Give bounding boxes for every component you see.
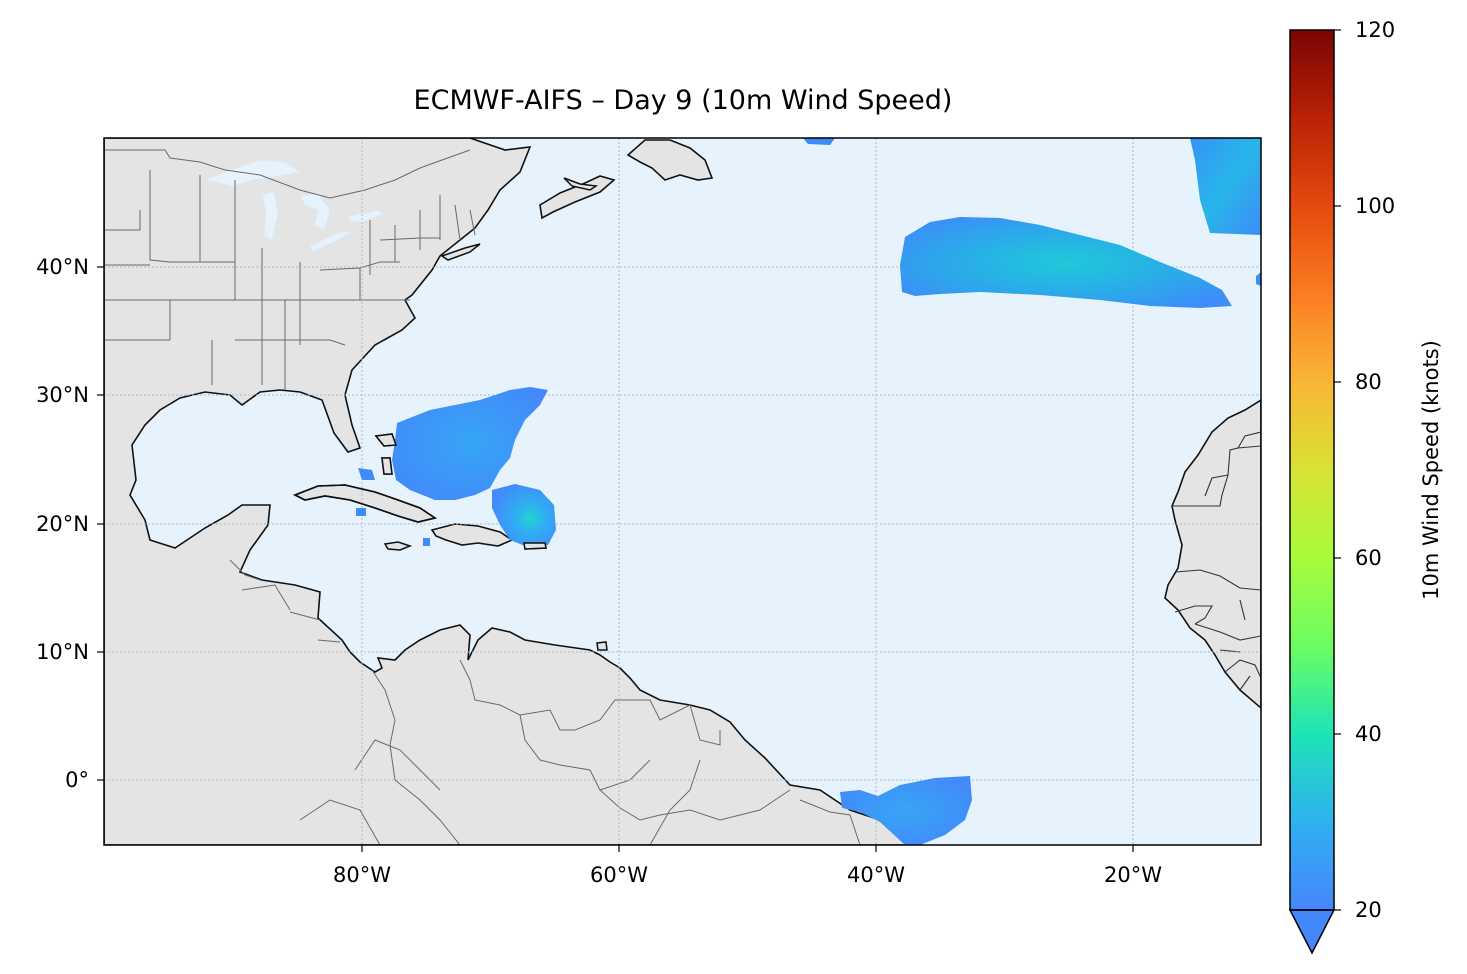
colorbar-frame [1289, 29, 1335, 911]
colorbar-tick-label: 20 [1355, 898, 1382, 922]
x-tick-label: 80°W [333, 863, 391, 887]
wind-region-north-atlantic-jet [900, 217, 1232, 308]
wind-region-east-of-hispaniola-storm [492, 484, 556, 546]
coast-cuba-overlay [293, 484, 437, 523]
wind-speed-field [356, 138, 1261, 845]
colorbar-ticks [1334, 29, 1341, 911]
wind-region-western-atlantic-bahamas [392, 387, 548, 500]
colorbar-tick-label: 60 [1355, 546, 1382, 570]
coast-bahamas-overlay [374, 433, 398, 475]
wind-region-north-fleck [803, 138, 835, 145]
y-tick-label: 30°N [36, 383, 89, 407]
land-jamaica [383, 541, 413, 551]
y-tick-label: 10°N [36, 640, 89, 664]
wind-region-cuba-fleck [356, 468, 430, 546]
land-pei [563, 177, 599, 191]
political-borders [104, 149, 861, 845]
colorbar-tick-label: 120 [1355, 18, 1395, 42]
map-frame [103, 137, 1262, 846]
lake-huron [299, 193, 331, 231]
x-tick-label: 20°W [1104, 863, 1162, 887]
wind-region-northeast-atlantic-edge [1190, 138, 1261, 235]
chart-title: ECMWF-AIFS – Day 9 (10m Wind Speed) [414, 85, 953, 116]
land-newfoundland [626, 139, 714, 181]
colorbar-tick-label: 80 [1355, 370, 1382, 394]
land-africa [1164, 399, 1261, 710]
colorbar-tick-label: 100 [1355, 194, 1395, 218]
colorbar-label: 10m Wind Speed (knots) [1419, 340, 1443, 600]
y-tick-label: 40°N [36, 255, 89, 279]
x-axis [361, 845, 1134, 852]
land-hispaniola [430, 523, 514, 547]
lake-ontario [349, 209, 386, 223]
colorbar: 20 40 60 80 100 120 10m Wind Speed (knot… [1288, 18, 1443, 955]
lake-michigan [261, 191, 279, 241]
map-area [104, 138, 1261, 845]
africa-borders [1172, 431, 1261, 691]
wind-region-equatorial-atlantic [840, 776, 972, 845]
y-tick-label: 20°N [36, 512, 89, 536]
land-trinidad [596, 641, 608, 651]
colorbar-tick-label: 40 [1355, 722, 1382, 746]
colorbar-extend-arrow [1288, 909, 1336, 955]
y-axis [97, 266, 104, 781]
land-north-america [104, 138, 914, 845]
wind-region-northeast-atlantic-fleck [1256, 272, 1261, 286]
x-tick-label: 60°W [590, 863, 648, 887]
y-tick-label: 0° [65, 768, 89, 792]
lake-erie [309, 231, 353, 253]
lake-superior [203, 159, 302, 187]
land-long-island [440, 243, 481, 261]
coast-puerto-rico-overlay [523, 542, 547, 550]
x-tick-label: 40°W [847, 863, 905, 887]
colorbar-gradient [1290, 30, 1334, 910]
